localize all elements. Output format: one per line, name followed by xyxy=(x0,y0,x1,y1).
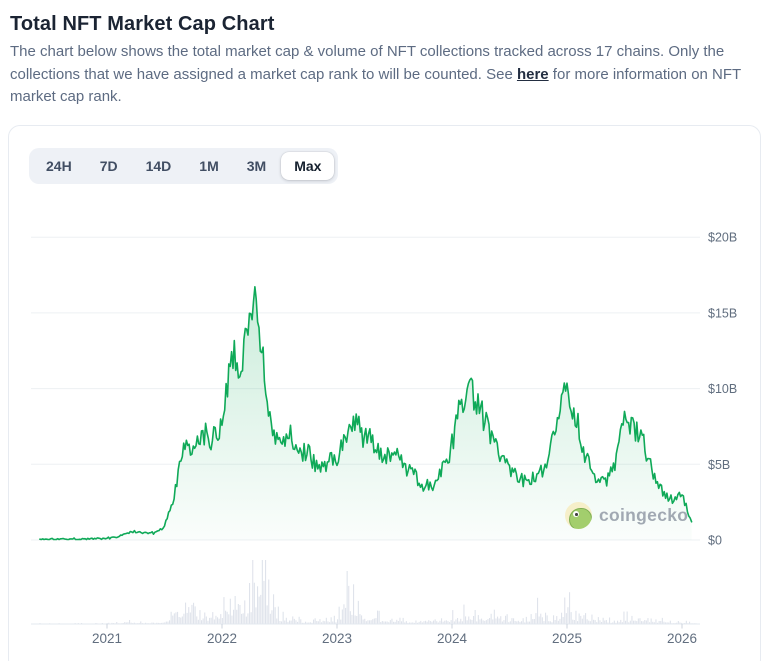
range-button-1m[interactable]: 1M xyxy=(186,152,231,180)
range-button-max[interactable]: Max xyxy=(281,152,335,180)
range-button-24h[interactable]: 24H xyxy=(33,152,85,180)
svg-text:$0: $0 xyxy=(708,534,722,548)
range-button-14d[interactable]: 14D xyxy=(133,152,185,180)
svg-text:$20B: $20B xyxy=(708,231,737,245)
description-text-2: for more information on NFT market cap r… xyxy=(10,65,741,106)
description-text-1: The chart below shows the total market c… xyxy=(10,43,725,83)
svg-text:2025: 2025 xyxy=(552,631,582,646)
svg-text:2026: 2026 xyxy=(667,631,697,646)
svg-text:2022: 2022 xyxy=(207,631,237,646)
page-title: Total NFT Market Cap Chart xyxy=(10,13,275,35)
page-description: The chart below shows the total market c… xyxy=(0,41,766,109)
range-button-3m[interactable]: 3M xyxy=(234,152,279,180)
svg-text:$5B: $5B xyxy=(708,458,730,472)
here-link[interactable]: here xyxy=(516,65,549,83)
svg-text:2024: 2024 xyxy=(437,631,468,646)
chart-canvas[interactable]: $20B $15B $10B $5B $0 2021 2022 2023 2024 2025 202… xyxy=(9,186,760,656)
range-button-7d[interactable]: 7D xyxy=(87,152,131,180)
svg-text:2023: 2023 xyxy=(322,631,352,646)
time-range-selector: 24H 7D 14D 1M 3M Max xyxy=(29,148,339,184)
svg-text:$15B: $15B xyxy=(708,306,737,320)
chart-card: 24H 7D 14D 1M 3M Max $20B $15B $10B $5B $0 2021 202… xyxy=(8,125,761,661)
svg-text:2021: 2021 xyxy=(92,631,122,646)
market-cap-chart[interactable]: $20B $15B $10B $5B $0 2021 2022 2023 2024 2025 202… xyxy=(9,186,760,656)
svg-text:$10B: $10B xyxy=(708,382,737,396)
